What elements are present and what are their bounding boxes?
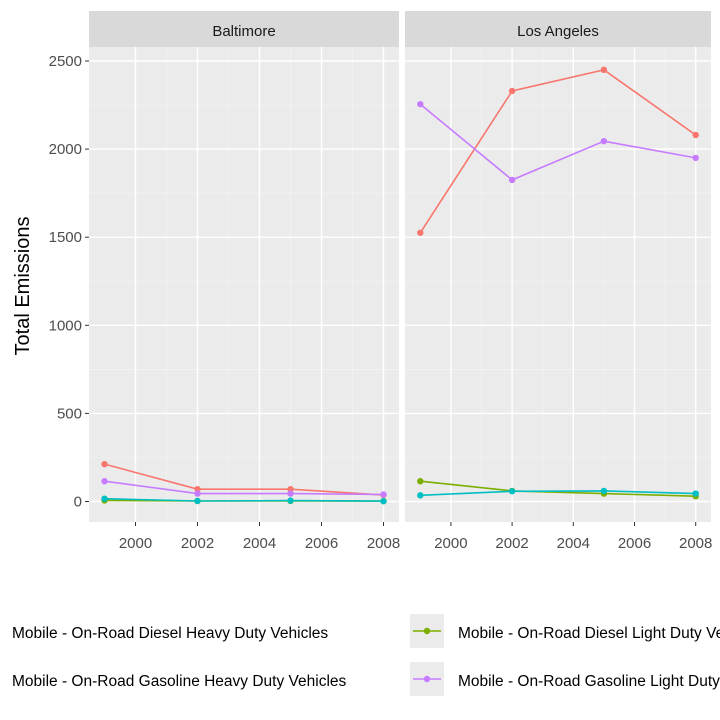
- x-tick-label-los-angeles: 2004: [557, 535, 590, 552]
- data-point-baltimore-3-1999: [101, 478, 108, 485]
- series-line-los-angeles-1: [420, 480, 696, 497]
- data-point-baltimore-2-1999: [101, 495, 108, 502]
- y-tick-label: 2500: [49, 53, 82, 70]
- panel-background-baltimore: [89, 47, 399, 522]
- data-point-baltimore-3-2008: [380, 491, 387, 498]
- data-point-los-angeles-2-1999: [417, 492, 424, 499]
- data-point-los-angeles-2-2002: [508, 488, 516, 495]
- data-point-baltimore-3-2005: [287, 490, 294, 497]
- data-point-los-angeles-3-2008: [692, 154, 699, 162]
- data-point-los-angeles-3-2002: [508, 176, 516, 184]
- legend-label-1: Mobile - On-Road Diesel Light Duty Vehic…: [458, 625, 720, 642]
- data-point-los-angeles-3-2005: [600, 137, 608, 145]
- facet-title-baltimore: Baltimore: [212, 23, 275, 40]
- series-line-baltimore-3: [104, 480, 384, 496]
- series-line-baltimore-2: [104, 497, 384, 502]
- data-point-baltimore-2-2008: [380, 497, 387, 505]
- x-tick-label-baltimore: 2002: [181, 535, 214, 552]
- facet-strip-los-angeles: [405, 11, 711, 47]
- series-line-baltimore-0: [104, 463, 384, 496]
- data-point-los-angeles-0-2005: [600, 66, 608, 74]
- y-axis-title: Total Emissions: [12, 217, 34, 356]
- facet-strip-baltimore: [89, 11, 399, 47]
- x-tick-label-baltimore: 2008: [367, 535, 400, 552]
- legend-key-point: [423, 675, 431, 683]
- data-point-los-angeles-0-1999: [417, 229, 424, 236]
- x-tick-label-los-angeles: 2000: [434, 535, 467, 552]
- y-tick-label: 0: [74, 494, 82, 511]
- y-tick-label: 1000: [49, 317, 82, 334]
- x-tick-label-los-angeles: 2006: [618, 535, 651, 552]
- y-tick-label: 500: [57, 405, 82, 422]
- series-line-los-angeles-2: [420, 490, 696, 497]
- data-point-baltimore-2-2005: [287, 497, 294, 504]
- data-point-baltimore-0-2002: [194, 485, 201, 493]
- x-tick-label-baltimore: 2000: [119, 535, 152, 552]
- series-line-los-angeles-0: [419, 68, 697, 234]
- panel-background-los-angeles: [405, 47, 711, 522]
- x-tick-label-los-angeles: 2002: [495, 535, 528, 552]
- data-point-los-angeles-0-2002: [508, 87, 516, 95]
- series-line-los-angeles-3: [419, 103, 696, 181]
- data-point-baltimore-3-2002: [194, 490, 201, 497]
- data-point-baltimore-0-1999: [101, 460, 108, 468]
- data-point-los-angeles-0-2008: [692, 131, 699, 139]
- data-point-los-angeles-1-1999: [417, 478, 424, 485]
- data-point-los-angeles-2-2008: [692, 490, 699, 497]
- x-tick-label-baltimore: 2006: [305, 535, 338, 552]
- data-point-los-angeles-3-1999: [417, 100, 424, 108]
- legend-label-2: Mobile - On-Road Gasoline Heavy Duty Veh…: [12, 673, 347, 690]
- legend-label-0: Mobile - On-Road Diesel Heavy Duty Vehic…: [12, 625, 328, 642]
- data-point-los-angeles-2-2005: [600, 487, 608, 495]
- legend-label-3: Mobile - On-Road Gasoline Light Duty Veh…: [458, 673, 720, 690]
- y-tick-label: 1500: [49, 229, 82, 246]
- y-tick-label: 2000: [49, 141, 82, 158]
- x-tick-label-los-angeles: 2008: [679, 535, 712, 552]
- data-point-baltimore-0-2005: [287, 485, 294, 493]
- data-point-baltimore-2-2002: [194, 497, 201, 505]
- facet-title-los-angeles: Los Angeles: [517, 23, 599, 40]
- x-tick-label-baltimore: 2004: [243, 535, 276, 552]
- legend-key-point: [423, 627, 431, 635]
